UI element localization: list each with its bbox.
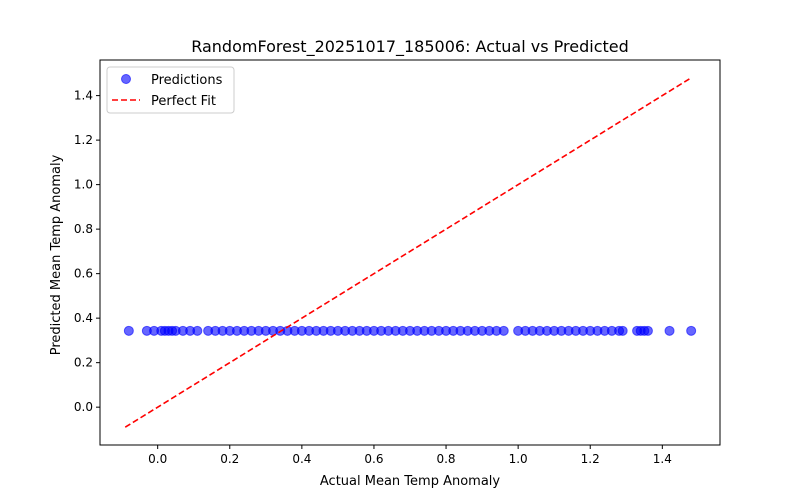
scatter-point <box>686 325 697 336</box>
perfect-fit-line <box>124 77 692 428</box>
plot-frame <box>99 59 721 446</box>
x-tick-label: 1.0 <box>509 452 528 466</box>
x-tick-label: 0.2 <box>220 452 239 466</box>
scatter-point <box>192 325 203 336</box>
y-tick-label: 1.2 <box>74 133 93 147</box>
plot-area <box>123 77 697 428</box>
x-tick-label: 1.2 <box>581 452 600 466</box>
x-tick-label: 0.4 <box>292 452 311 466</box>
x-tick-label: 0.6 <box>364 452 383 466</box>
y-tick-label: 0.4 <box>74 311 93 325</box>
scatter-point <box>642 325 653 336</box>
scatter-point <box>498 325 509 336</box>
legend-box <box>106 66 235 114</box>
y-axis-label: Predicted Mean Temp Anomaly <box>49 154 64 355</box>
scatter-point <box>664 325 675 336</box>
legend: Predictions Perfect Fit <box>106 66 235 114</box>
chart-title: RandomForest_20251017_185006: Actual vs … <box>191 37 629 57</box>
scatter-point <box>123 325 134 336</box>
x-tick-label: 0.0 <box>148 452 167 466</box>
axes: 0.0 0.2 0.4 0.6 0.8 1.0 1.2 1.4 0.0 0.2 0.4 0.6 0.8 1… <box>74 59 721 466</box>
y-tick-label: 0.0 <box>74 400 93 414</box>
x-tick-label: 0.8 <box>436 452 455 466</box>
x-axis-label: Actual Mean Temp Anomaly <box>320 474 501 489</box>
y-tick-label: 1.0 <box>74 178 93 192</box>
y-tick-label: 0.2 <box>74 356 93 370</box>
y-tick-label: 0.6 <box>74 267 93 281</box>
y-tick-label: 0.8 <box>74 222 93 236</box>
scatter-point <box>617 325 628 336</box>
legend-label-perfect-fit: Perfect Fit <box>151 94 216 109</box>
legend-marker-predictions <box>121 74 131 84</box>
x-tick-label: 1.4 <box>653 452 672 466</box>
legend-label-predictions: Predictions <box>151 73 223 88</box>
y-tick-label: 1.4 <box>74 89 93 103</box>
